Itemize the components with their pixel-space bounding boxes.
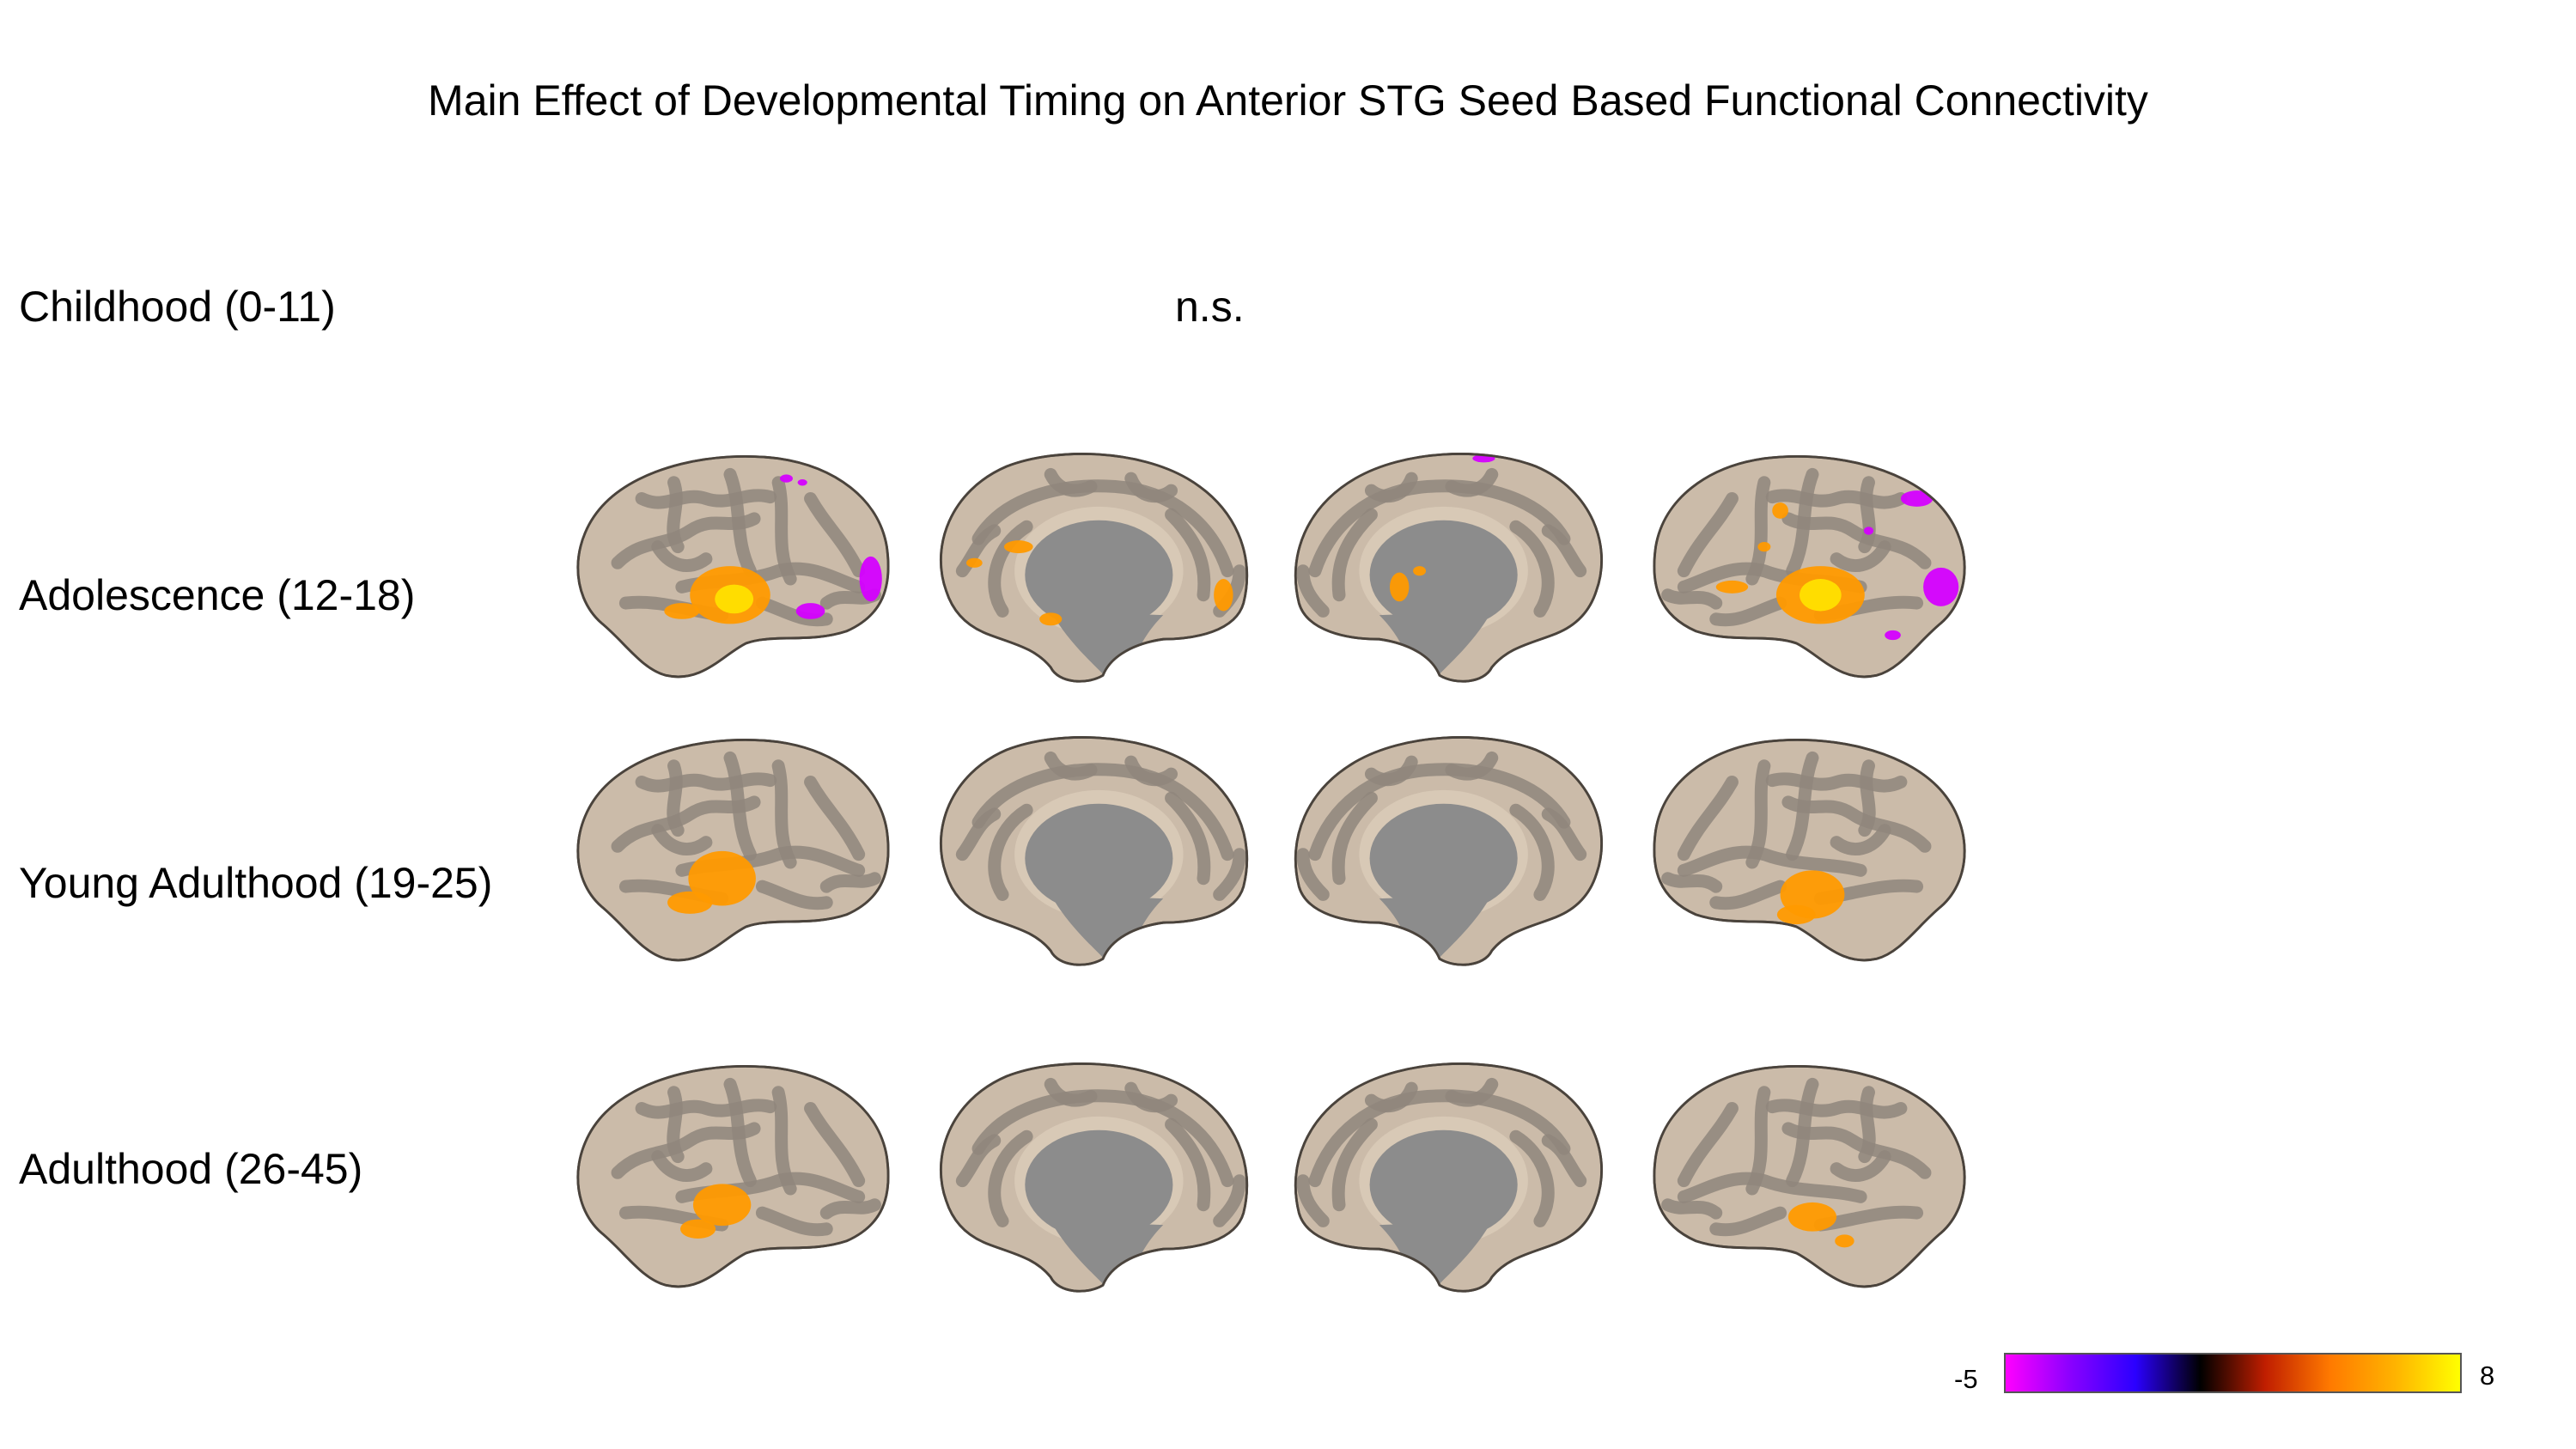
brain-adulthood-right-lateral bbox=[1653, 1065, 1966, 1288]
brain-adolescence-left-lateral bbox=[576, 455, 890, 679]
brain-adulthood-left-lateral bbox=[576, 1065, 890, 1288]
brain-young-adulthood-right-medial bbox=[1294, 736, 1604, 966]
brain-adolescence-left-medial bbox=[939, 453, 1249, 683]
brain-adolescence-right-medial bbox=[1294, 453, 1604, 683]
colorbar-min-label: -5 bbox=[1954, 1364, 1978, 1394]
brain-adulthood-left-medial bbox=[939, 1062, 1249, 1293]
row-label-childhood: Childhood (0-11) bbox=[19, 283, 336, 331]
brain-adulthood-right-medial bbox=[1294, 1062, 1604, 1293]
brain-young-adulthood-left-medial bbox=[939, 736, 1249, 966]
row-label-adulthood: Adulthood (26-45) bbox=[19, 1145, 363, 1193]
colorbar bbox=[2004, 1353, 2462, 1393]
childhood-result-text: n.s. bbox=[1175, 283, 1245, 331]
figure-title: Main Effect of Developmental Timing on A… bbox=[428, 76, 2148, 125]
brain-young-adulthood-right-lateral bbox=[1653, 739, 1966, 962]
brain-adolescence-right-lateral bbox=[1653, 455, 1966, 679]
row-label-adolescence: Adolescence (12-18) bbox=[19, 571, 416, 619]
colorbar-max-label: 8 bbox=[2480, 1361, 2495, 1391]
row-label-young-adulthood: Young Adulthood (19-25) bbox=[19, 859, 493, 907]
brain-young-adulthood-left-lateral bbox=[576, 739, 890, 962]
